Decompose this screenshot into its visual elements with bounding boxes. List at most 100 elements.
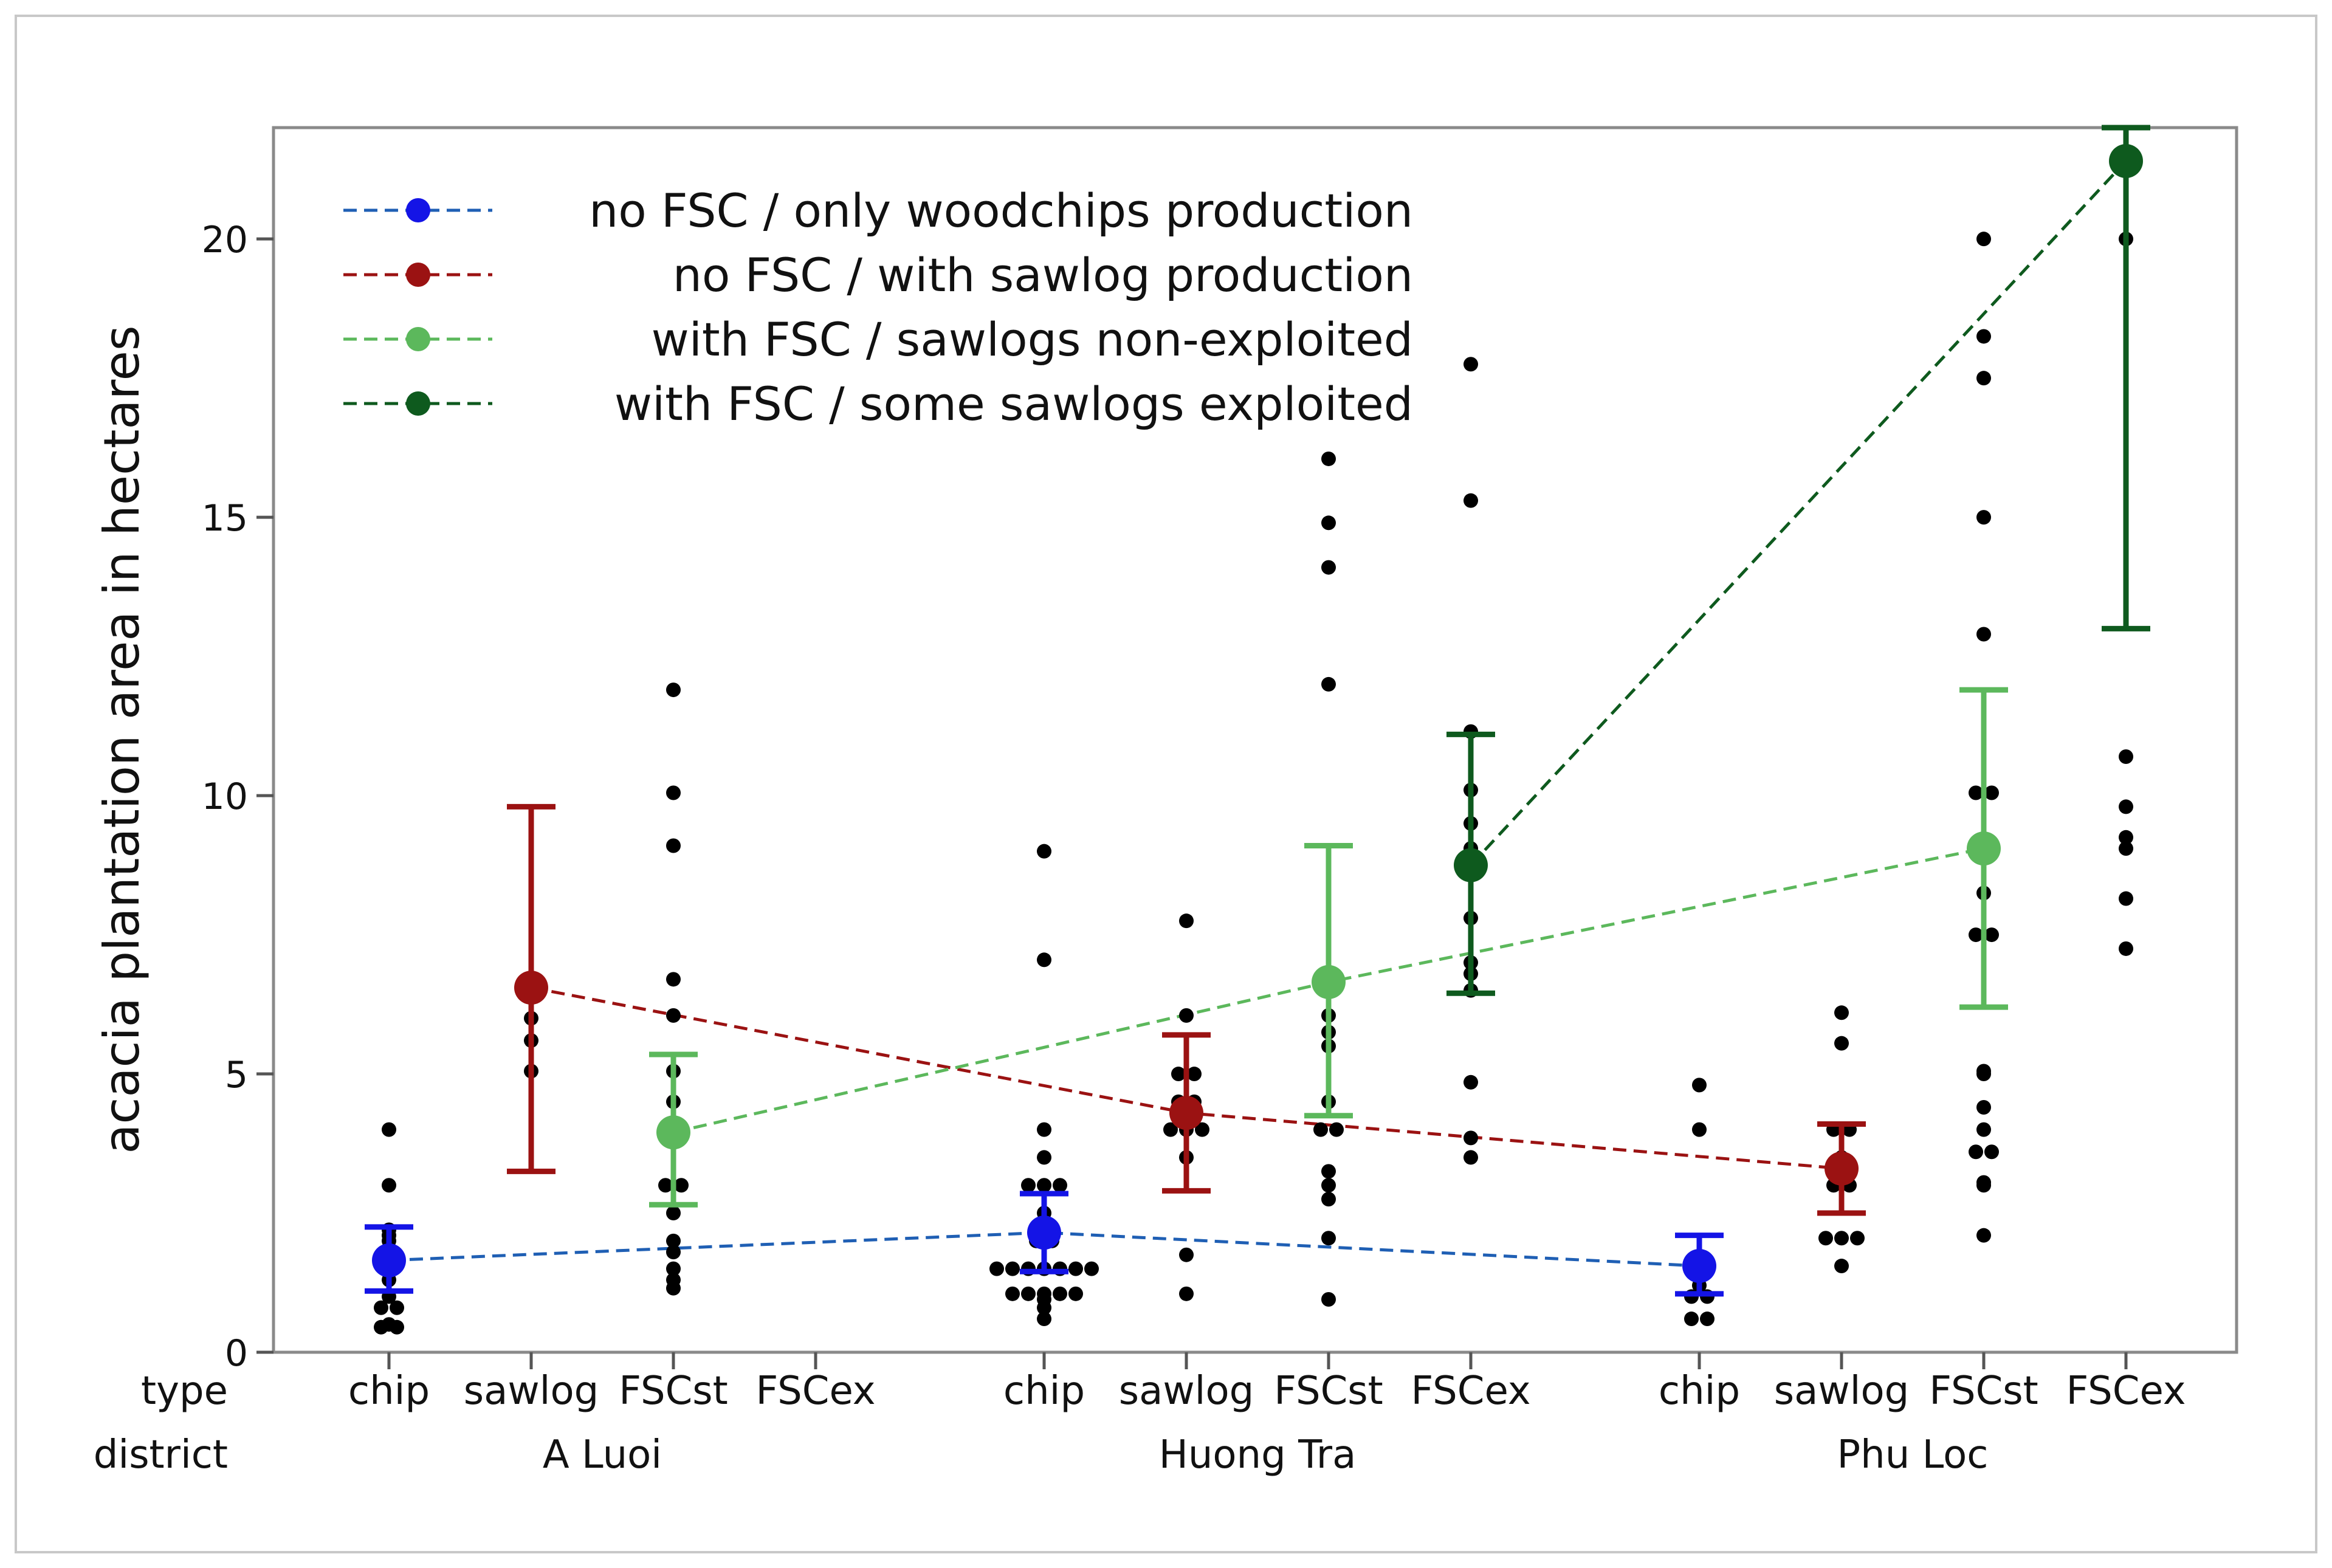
x-type-label: FSCst: [1929, 1369, 2038, 1414]
x-type-label: chip: [348, 1369, 430, 1414]
data-point: [1171, 1067, 1186, 1082]
data-point: [1834, 1005, 1849, 1020]
data-point: [1329, 1122, 1344, 1137]
data-point: [1084, 1261, 1099, 1276]
y-tick-label: 5: [225, 1054, 248, 1096]
data-point: [1976, 1067, 1991, 1082]
data-point: [1005, 1261, 1020, 1276]
data-point: [1984, 785, 1999, 800]
data-point: [2119, 891, 2133, 906]
mean-marker: [1312, 965, 1346, 999]
x-type-label: FSCex: [755, 1369, 875, 1414]
data-point: [1976, 510, 1991, 525]
mean-marker: [372, 1243, 406, 1277]
data-point: [1068, 1286, 1083, 1301]
data-point: [1179, 1286, 1194, 1301]
data-point: [1179, 1008, 1194, 1023]
mean-marker: [514, 971, 548, 1005]
data-point: [1834, 1036, 1849, 1051]
data-point: [1187, 1067, 1202, 1082]
data-point: [1321, 451, 1336, 466]
data-point: [1969, 927, 1983, 943]
legend-label: with FSC / some sawlogs exploited: [614, 377, 1413, 431]
data-point: [2119, 749, 2133, 764]
legend-label: with FSC / sawlogs non-exploited: [652, 312, 1413, 366]
mean-marker: [1027, 1216, 1061, 1250]
mean-marker: [1967, 831, 2001, 866]
data-point: [1834, 1231, 1849, 1246]
x-axis-labels: chip sawlog FSCst FSCex A Luoi chip sawlog FSCs…: [348, 1352, 2186, 1477]
y-axis: 0 5 10 15 20: [202, 219, 273, 1375]
data-point: [1037, 1150, 1051, 1165]
data-point: [1053, 1286, 1067, 1301]
data-point: [666, 1233, 681, 1248]
data-point: [1321, 515, 1336, 531]
data-point: [1021, 1286, 1036, 1301]
y-tick-label: 0: [225, 1332, 248, 1375]
data-point: [1464, 493, 1478, 508]
data-point: [2119, 841, 2133, 856]
data-point: [1313, 1122, 1328, 1137]
data-point: [1700, 1312, 1715, 1327]
data-point: [666, 683, 681, 698]
data-point: [666, 1261, 681, 1276]
data-point: [374, 1319, 388, 1335]
mean-marker: [1169, 1096, 1203, 1130]
plot-area: [272, 126, 2238, 1354]
data-point: [390, 1300, 404, 1315]
data-point: [1834, 1259, 1849, 1274]
mean-marker: [1682, 1249, 1716, 1284]
data-point: [1021, 1178, 1036, 1193]
data-point: [674, 1178, 689, 1193]
x-type-label: sawlog: [1119, 1369, 1254, 1414]
y-tick-label: 15: [202, 497, 248, 540]
data-point: [2119, 799, 2133, 814]
data-point: [666, 1206, 681, 1221]
data-point: [1321, 560, 1336, 575]
data-point: [1037, 1178, 1051, 1193]
data-point: [1692, 1078, 1707, 1093]
type-row-label: type: [141, 1369, 228, 1414]
data-point: [1684, 1312, 1699, 1327]
series-connect-line: [1470, 160, 2127, 867]
data-point: [1053, 1178, 1067, 1193]
data-point: [1321, 1192, 1336, 1207]
data-point: [1976, 1228, 1991, 1243]
x-district-label: Phu Loc: [1837, 1432, 1989, 1477]
data-point: [658, 1178, 673, 1193]
x-type-label: chip: [1659, 1369, 1740, 1414]
data-point: [1321, 1164, 1336, 1179]
data-point: [1037, 844, 1051, 859]
mean-marker: [1454, 848, 1488, 882]
data-point: [1068, 1261, 1083, 1276]
data-point: [1037, 952, 1051, 968]
data-point: [1692, 1122, 1707, 1137]
data-point: [1818, 1231, 1833, 1246]
data-point: [1984, 1144, 1999, 1160]
data-point: [1464, 1130, 1478, 1146]
data-point: [1976, 1178, 1991, 1193]
x-type-label: FSCex: [2066, 1369, 2186, 1414]
data-point: [390, 1319, 404, 1335]
legend-marker: [406, 391, 430, 416]
legend: no FSC / only woodchips production no FSC…: [343, 184, 1413, 431]
data-point: [666, 838, 681, 853]
data-point: [1037, 1300, 1051, 1315]
legend-marker: [406, 198, 430, 222]
data-point: [1195, 1122, 1209, 1137]
data-point: [374, 1300, 388, 1315]
data-point: [2119, 941, 2133, 956]
x-type-label: sawlog: [1774, 1369, 1909, 1414]
x-type-label: sawlog: [464, 1369, 599, 1414]
confidence-intervals: [365, 125, 2150, 1297]
legend-label: no FSC / only woodchips production: [589, 184, 1413, 238]
data-point: [2119, 830, 2133, 845]
x-type-label: FSCex: [1411, 1369, 1530, 1414]
data-point: [382, 1178, 396, 1193]
x-type-label: FSCst: [1274, 1369, 1383, 1414]
data-point: [666, 972, 681, 987]
data-point: [1005, 1286, 1020, 1301]
x-type-label: FSCst: [619, 1369, 727, 1414]
data-point: [1969, 785, 1983, 800]
